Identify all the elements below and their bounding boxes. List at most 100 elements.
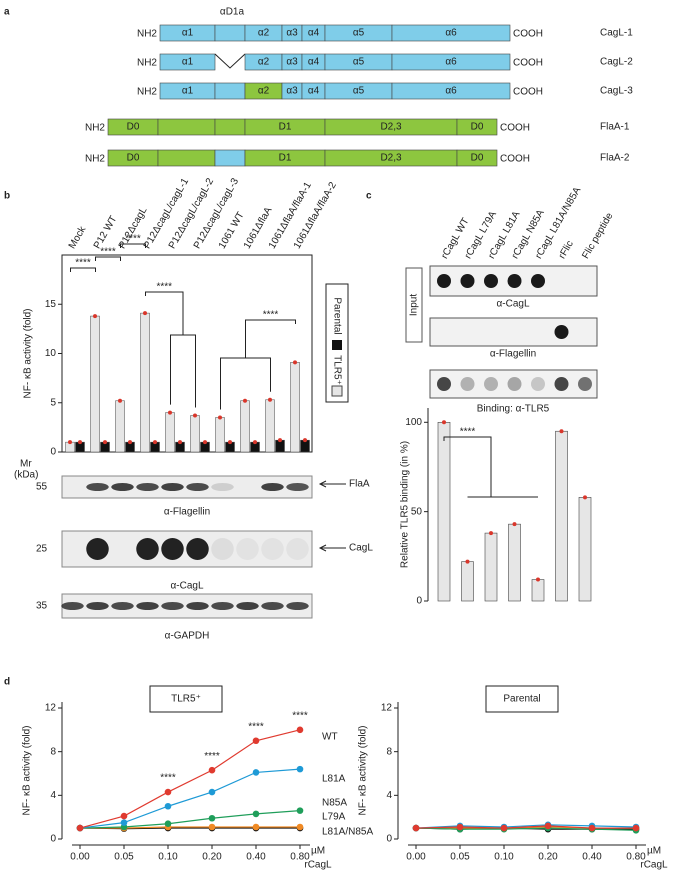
point [632, 824, 640, 832]
replicate-dot [93, 314, 97, 319]
replicate-dot [103, 440, 107, 445]
mw-marker: 55 [36, 482, 48, 493]
band [111, 483, 134, 491]
y-axis-label: NF- κB activity (fold) [358, 725, 369, 815]
y-tick-label: 12 [381, 703, 393, 714]
band [136, 602, 159, 610]
band [136, 483, 159, 491]
y-tick-label: 100 [405, 417, 422, 428]
domain-segment [157, 149, 216, 167]
domain-name: α4 [308, 28, 320, 39]
band [286, 538, 309, 560]
construct-name: CagL-1 [600, 28, 633, 39]
deletion [214, 53, 246, 69]
band [111, 602, 134, 610]
replicate-dot [243, 398, 247, 403]
domain-name: α4 [308, 57, 320, 68]
mr-label: Mr [20, 459, 32, 470]
domain-name: α6 [445, 57, 457, 68]
bar [555, 430, 568, 602]
dot [554, 377, 569, 391]
bar [265, 399, 275, 453]
bar [508, 523, 521, 602]
point [296, 726, 304, 734]
x-tick-label: 0.20 [202, 852, 222, 863]
x-tick-label: 0.05 [114, 852, 134, 863]
y-tick-label: 0 [50, 834, 56, 845]
point [456, 823, 464, 831]
domain-name: α6 [445, 86, 457, 97]
band [186, 483, 209, 491]
bar [484, 532, 498, 602]
x-tick-label: 0.00 [70, 852, 90, 863]
point [208, 788, 216, 796]
band [286, 483, 309, 491]
domain-segment [391, 24, 511, 42]
input-label: Input [409, 294, 420, 316]
domain-name: α2 [258, 28, 270, 39]
x-tick-label: 0.10 [158, 852, 178, 863]
band [161, 538, 184, 560]
bar [437, 421, 451, 602]
band [261, 483, 284, 491]
bar [115, 400, 125, 453]
bar [461, 561, 474, 602]
input-box [405, 267, 423, 343]
domain-name: α3 [286, 57, 298, 68]
band [236, 538, 259, 560]
point [500, 824, 508, 832]
domain-name: D0 [127, 153, 140, 164]
series-line [415, 827, 637, 831]
x-tick-label: 0.10 [494, 852, 514, 863]
domain-segment [159, 53, 216, 71]
replicate-dot [143, 311, 147, 316]
n-terminus: NH2 [85, 123, 105, 134]
sig-bracket [220, 320, 271, 410]
y-tick-label: 0 [416, 596, 422, 607]
replicate-dot [465, 559, 470, 564]
band [186, 602, 209, 610]
domain-name: α5 [353, 28, 365, 39]
band-label: CagL [349, 543, 373, 554]
dot [554, 325, 569, 339]
bar [240, 400, 250, 453]
x-unit: µM [647, 846, 661, 857]
point [208, 823, 216, 831]
significance: **** [460, 427, 476, 438]
point [588, 824, 596, 832]
replicate-dot [153, 440, 157, 445]
dot [507, 377, 522, 391]
y-tick-label: 10 [45, 348, 57, 359]
bar [215, 417, 225, 453]
dot [460, 377, 475, 391]
dot [578, 377, 592, 391]
panel-label: a [4, 7, 10, 18]
y-tick-label: 0 [386, 834, 392, 845]
band [61, 602, 84, 610]
bar [140, 312, 150, 453]
domain-name: α3 [286, 86, 298, 97]
band [86, 538, 109, 560]
domain-name: D1 [279, 122, 292, 133]
arrow [318, 480, 346, 488]
sig-bracket [70, 267, 96, 272]
bar [90, 315, 100, 453]
domain-name: α1 [182, 28, 194, 39]
x-axis-label: rCagL [640, 860, 668, 871]
x-tick-label: 0.40 [246, 852, 266, 863]
panel-label: c [366, 191, 372, 202]
significance: **** [100, 247, 116, 258]
antibody-label: α-Flagellin [490, 349, 536, 360]
replicate-dot [293, 360, 297, 365]
replicate-dot [442, 420, 446, 425]
chart-title: Parental [503, 694, 540, 705]
domain-segment [214, 82, 246, 100]
point [164, 802, 172, 810]
n-terminus: NH2 [85, 154, 105, 165]
antibody-label: α-GAPDH [165, 631, 210, 642]
band [161, 602, 184, 610]
band [211, 602, 234, 610]
significance: **** [75, 258, 91, 269]
replicate-dot [489, 531, 493, 536]
significance: **** [156, 282, 172, 293]
